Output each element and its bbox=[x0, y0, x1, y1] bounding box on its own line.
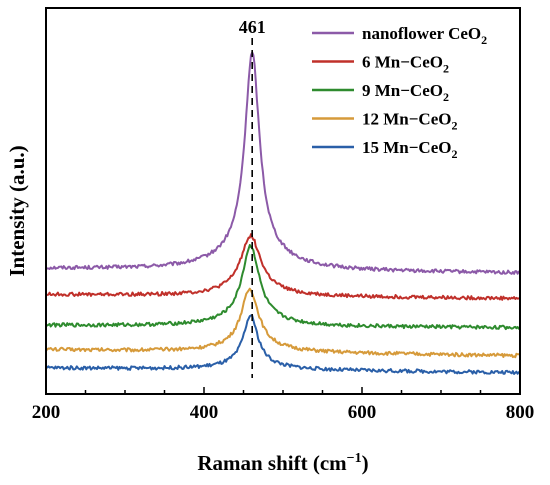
legend-label-text: nanoflower CeO bbox=[362, 24, 481, 43]
legend-label: nanoflower CeO2 bbox=[362, 24, 487, 47]
legend-label: 9 Mn−CeO2 bbox=[362, 81, 449, 104]
x-tick-label: 600 bbox=[348, 402, 377, 423]
series-layer bbox=[45, 51, 521, 375]
legend-label-subscript: 2 bbox=[443, 90, 449, 104]
legend-label-text: 9 Mn−CeO bbox=[362, 81, 443, 100]
x-axis-ticks: 200 400 600 800 bbox=[32, 387, 535, 423]
legend-label-text: 12 Mn−CeO bbox=[362, 110, 451, 129]
x-tick-label: 400 bbox=[190, 402, 219, 423]
legend-label-subscript: 2 bbox=[481, 33, 487, 47]
legend-label: 6 Mn−CeO2 bbox=[362, 53, 449, 76]
series-line bbox=[45, 244, 520, 331]
series-line bbox=[45, 314, 521, 375]
peak-marker-label: 461 bbox=[239, 17, 266, 37]
legend-label-text: 6 Mn−CeO bbox=[362, 53, 443, 72]
x-axis-label-superscript: −1 bbox=[347, 451, 362, 466]
x-tick-label: 800 bbox=[506, 402, 535, 423]
legend-label-subscript: 2 bbox=[451, 119, 457, 133]
series-line bbox=[45, 51, 521, 275]
y-axis-label: Intensity (a.u.) bbox=[5, 145, 29, 276]
legend-label: 12 Mn−CeO2 bbox=[362, 110, 457, 133]
x-axis-label-text: Raman shift (cm bbox=[197, 451, 347, 475]
x-axis-label-close: ) bbox=[362, 451, 369, 475]
x-axis-label: Raman shift (cm−1) bbox=[197, 451, 368, 475]
x-tick-label: 200 bbox=[32, 402, 61, 423]
legend-label-text: 15 Mn−CeO bbox=[362, 138, 451, 157]
legend-label: 15 Mn−CeO2 bbox=[362, 138, 457, 161]
series-line bbox=[45, 233, 521, 301]
legend-label-subscript: 2 bbox=[443, 62, 449, 76]
legend-label-subscript: 2 bbox=[451, 147, 457, 161]
series-line bbox=[45, 287, 521, 359]
